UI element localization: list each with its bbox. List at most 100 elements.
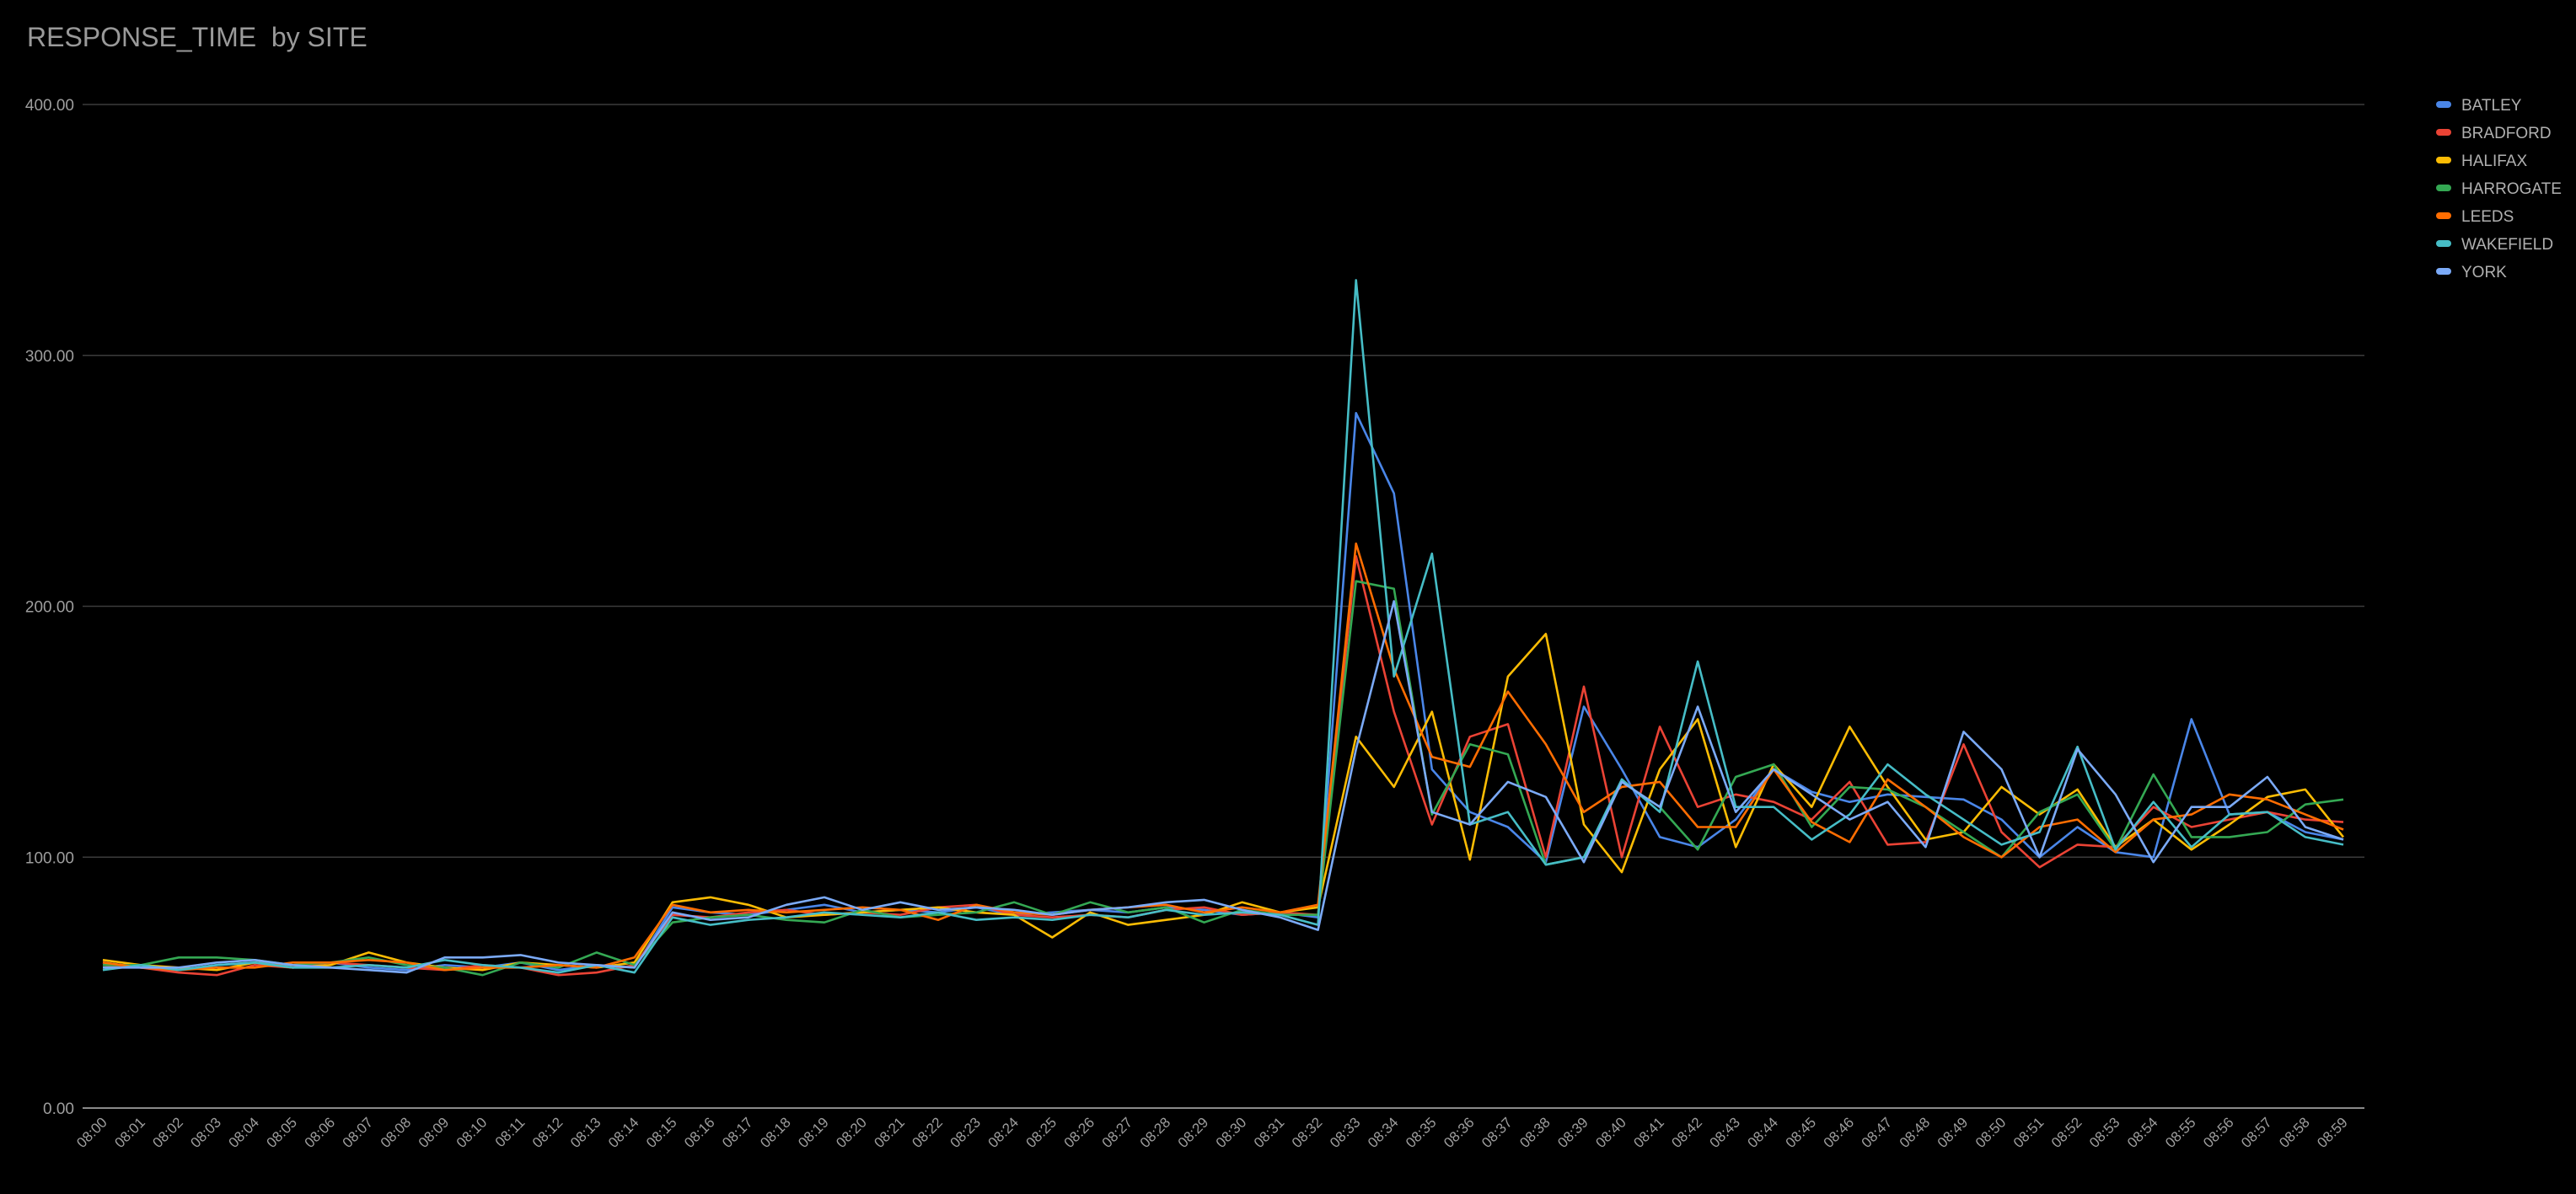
x-tick-label: 08:03 bbox=[187, 1114, 224, 1151]
x-tick-label: 08:27 bbox=[1099, 1114, 1136, 1151]
legend-item-batley[interactable]: BATLEY bbox=[2436, 97, 2522, 115]
series-lines bbox=[102, 279, 2345, 977]
x-tick-label: 08:21 bbox=[871, 1114, 908, 1151]
series-line-harrogate bbox=[103, 580, 2344, 977]
legend-label: HALIFAX bbox=[2461, 153, 2527, 170]
y-tick-label: 300.00 bbox=[25, 348, 74, 366]
x-tick-label: 08:05 bbox=[264, 1114, 301, 1151]
x-tick-label: 08:09 bbox=[416, 1114, 453, 1151]
x-tick-label: 08:24 bbox=[985, 1114, 1022, 1151]
x-tick-label: 08:42 bbox=[1668, 1114, 1705, 1151]
x-tick-label: 08:35 bbox=[1403, 1114, 1440, 1151]
legend-swatch bbox=[2436, 240, 2451, 247]
x-tick-label: 08:40 bbox=[1592, 1114, 1629, 1151]
x-tick-label: 08:31 bbox=[1251, 1114, 1288, 1151]
x-tick-label: 08:48 bbox=[1897, 1114, 1934, 1151]
x-tick-label: 08:20 bbox=[833, 1114, 870, 1151]
x-tick-label: 08:23 bbox=[947, 1114, 984, 1151]
x-tick-label: 08:01 bbox=[111, 1114, 148, 1151]
series-line-wakefield bbox=[102, 279, 2344, 974]
x-tick-label: 08:53 bbox=[2086, 1114, 2123, 1151]
x-tick-label: 08:07 bbox=[340, 1114, 377, 1151]
legend-item-york[interactable]: YORK bbox=[2436, 264, 2507, 281]
x-tick-label: 08:45 bbox=[1783, 1114, 1820, 1151]
x-tick-label: 08:15 bbox=[643, 1114, 680, 1151]
x-tick-label: 08:11 bbox=[492, 1114, 529, 1150]
x-tick-label: 08:56 bbox=[2200, 1114, 2237, 1151]
x-tick-label: 08:13 bbox=[567, 1114, 604, 1151]
x-tick-label: 08:17 bbox=[719, 1114, 756, 1151]
x-tick-label: 08:08 bbox=[378, 1114, 415, 1151]
x-tick-label: 08:16 bbox=[681, 1114, 718, 1151]
legend-label: HARROGATE bbox=[2461, 180, 2562, 198]
legend-item-leeds[interactable]: LEEDS bbox=[2436, 208, 2514, 226]
series-line-halifax bbox=[102, 632, 2345, 972]
legend-swatch bbox=[2436, 129, 2451, 136]
x-tick-label: 08:32 bbox=[1289, 1114, 1326, 1151]
x-tick-label: 08:39 bbox=[1554, 1114, 1591, 1151]
legend-item-bradford[interactable]: BRADFORD bbox=[2436, 125, 2552, 142]
x-tick-label: 08:33 bbox=[1327, 1114, 1364, 1151]
x-tick-label: 08:00 bbox=[73, 1114, 110, 1151]
legend-item-wakefield[interactable]: WAKEFIELD bbox=[2436, 236, 2553, 254]
series-line-bradford bbox=[102, 554, 2344, 977]
chart-title: RESPONSE_TIME by SITE bbox=[27, 22, 368, 52]
x-tick-label: 08:18 bbox=[757, 1114, 794, 1151]
x-tick-label: 08:44 bbox=[1745, 1114, 1782, 1151]
y-tick-label: 0.00 bbox=[43, 1100, 74, 1118]
x-tick-label: 08:38 bbox=[1516, 1114, 1554, 1151]
legend-swatch bbox=[2436, 101, 2451, 108]
x-tick-label: 08:04 bbox=[226, 1114, 263, 1151]
x-tick-label: 08:10 bbox=[453, 1114, 491, 1151]
series-line-batley bbox=[102, 411, 2344, 972]
x-tick-label: 08:12 bbox=[529, 1114, 566, 1151]
x-tick-label: 08:28 bbox=[1137, 1114, 1174, 1151]
x-tick-label: 08:25 bbox=[1023, 1114, 1060, 1151]
x-tick-label: 08:34 bbox=[1365, 1114, 1402, 1151]
x-tick-label: 08:51 bbox=[2010, 1114, 2047, 1151]
grid-lines bbox=[83, 104, 2364, 1109]
legend-label: BRADFORD bbox=[2461, 125, 2552, 142]
y-axis-ticks: 0.00 100.00 200.00 300.00 400.00 bbox=[25, 97, 74, 1118]
y-tick-label: 200.00 bbox=[25, 599, 74, 617]
x-tick-label: 08:36 bbox=[1441, 1114, 1478, 1151]
legend-swatch bbox=[2436, 185, 2451, 191]
x-axis-ticks: 08:00 08:01 08:02 08:03 08:04 08:05 08:06 08:07… bbox=[73, 1114, 2351, 1151]
x-tick-label: 08:50 bbox=[1972, 1114, 2010, 1151]
x-tick-label: 08:49 bbox=[1935, 1114, 1972, 1151]
legend-label: LEEDS bbox=[2461, 208, 2514, 226]
x-tick-label: 08:37 bbox=[1479, 1114, 1516, 1151]
legend-label: WAKEFIELD bbox=[2461, 236, 2553, 254]
x-tick-label: 08:14 bbox=[605, 1114, 642, 1151]
x-tick-label: 08:26 bbox=[1061, 1114, 1098, 1151]
x-tick-label: 08:55 bbox=[2162, 1114, 2199, 1151]
x-tick-label: 08:43 bbox=[1706, 1114, 1743, 1151]
legend-item-halifax[interactable]: HALIFAX bbox=[2436, 153, 2527, 170]
x-tick-label: 08:22 bbox=[909, 1114, 946, 1151]
x-tick-label: 08:57 bbox=[2238, 1114, 2275, 1151]
x-tick-label: 08:29 bbox=[1175, 1114, 1212, 1151]
legend-label: BATLEY bbox=[2461, 97, 2522, 115]
x-tick-label: 08:30 bbox=[1213, 1114, 1250, 1151]
x-tick-label: 08:59 bbox=[2314, 1114, 2351, 1151]
x-tick-label: 08:47 bbox=[1859, 1114, 1896, 1151]
legend-item-harrogate[interactable]: HARROGATE bbox=[2436, 180, 2562, 198]
legend-swatch bbox=[2436, 212, 2451, 219]
x-tick-label: 08:19 bbox=[795, 1114, 832, 1151]
x-tick-label: 08:58 bbox=[2276, 1114, 2313, 1151]
x-tick-label: 08:02 bbox=[149, 1114, 186, 1151]
series-line-york bbox=[103, 600, 2344, 974]
y-tick-label: 400.00 bbox=[25, 97, 74, 115]
legend[interactable]: BATLEY BRADFORD HALIFAX HARROGATE LEEDS WAKEF… bbox=[2436, 97, 2562, 281]
y-tick-label: 100.00 bbox=[25, 849, 74, 867]
x-tick-label: 08:52 bbox=[2048, 1114, 2085, 1151]
legend-swatch bbox=[2436, 157, 2451, 163]
series-line-leeds bbox=[102, 542, 2344, 972]
legend-label: YORK bbox=[2461, 264, 2507, 281]
x-tick-label: 08:06 bbox=[302, 1114, 339, 1151]
x-tick-label: 08:46 bbox=[1821, 1114, 1858, 1151]
x-tick-label: 08:54 bbox=[2124, 1114, 2161, 1151]
legend-swatch bbox=[2436, 268, 2451, 275]
